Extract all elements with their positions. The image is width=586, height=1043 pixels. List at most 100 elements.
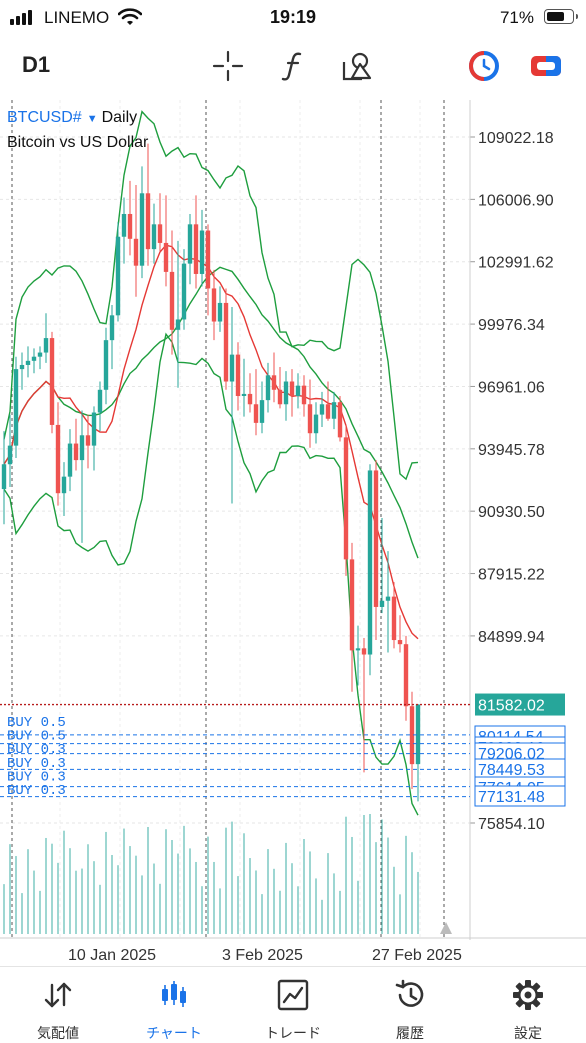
candle-body[interactable] xyxy=(331,402,337,419)
candle-body[interactable] xyxy=(31,356,37,361)
candle-body[interactable] xyxy=(379,600,385,607)
candle-body[interactable] xyxy=(25,360,31,365)
objects-icon[interactable] xyxy=(340,48,376,84)
candle-body[interactable] xyxy=(355,648,361,651)
battery-icon xyxy=(544,9,578,24)
candle-body[interactable] xyxy=(349,559,355,651)
candle-body[interactable] xyxy=(361,648,367,655)
candle-body[interactable] xyxy=(97,389,103,413)
candle-body[interactable] xyxy=(43,338,49,353)
candle-body[interactable] xyxy=(307,404,313,434)
candle-body[interactable] xyxy=(73,443,79,461)
indicators-icon[interactable] xyxy=(275,48,311,84)
candle-body[interactable] xyxy=(121,213,127,237)
chart-canvas[interactable]: 109022.18 106006.90 102991.62 99976.34 96961… xyxy=(0,100,586,966)
symbol-name[interactable]: BTCUSD# xyxy=(7,109,82,126)
candle-body[interactable] xyxy=(37,352,43,357)
timeframe-button[interactable]: D1 xyxy=(22,52,51,77)
candle-body[interactable] xyxy=(175,319,181,330)
candle-body[interactable] xyxy=(415,704,421,765)
candle-body[interactable] xyxy=(169,271,175,330)
tab-settings[interactable]: 設定 xyxy=(473,967,583,1043)
candle-body[interactable] xyxy=(7,445,13,465)
candle-body[interactable] xyxy=(181,263,187,320)
candle-body[interactable] xyxy=(247,393,253,405)
candle-body[interactable] xyxy=(241,393,247,396)
candle-body[interactable] xyxy=(211,288,217,322)
tab-history[interactable]: 履歴 xyxy=(355,967,465,1043)
candle-body[interactable] xyxy=(67,443,73,477)
scroll-end-marker-icon[interactable] xyxy=(440,922,452,934)
tab-chart[interactable]: チャート xyxy=(119,967,229,1043)
candle-body[interactable] xyxy=(163,242,169,272)
candle-body[interactable] xyxy=(79,435,85,461)
candle-body[interactable] xyxy=(223,302,229,382)
candle-body[interactable] xyxy=(109,315,115,341)
middle-band-line xyxy=(3,266,419,559)
candle-body[interactable] xyxy=(397,640,403,645)
candle-body[interactable] xyxy=(259,400,265,423)
candle-body[interactable] xyxy=(157,224,163,243)
candle-body[interactable] xyxy=(49,338,55,425)
candle-body[interactable] xyxy=(325,404,331,419)
status-bar: LINEMO 19:19 71% xyxy=(0,0,586,36)
tab-trade[interactable]: トレード xyxy=(238,967,348,1043)
candle-body[interactable] xyxy=(151,224,157,250)
candle-body[interactable] xyxy=(1,464,7,490)
candle-body[interactable] xyxy=(343,437,349,560)
candle-body[interactable] xyxy=(85,435,91,446)
candle-body[interactable] xyxy=(391,596,397,641)
one-click-trading-icon[interactable] xyxy=(466,48,502,84)
candle-body[interactable] xyxy=(277,389,283,405)
order-label: BUY 0.5 xyxy=(7,715,66,731)
candle-body[interactable] xyxy=(283,381,289,405)
candle-body[interactable] xyxy=(235,354,241,396)
candle-body[interactable] xyxy=(193,224,199,274)
candle-body[interactable] xyxy=(205,230,211,289)
candle-body[interactable] xyxy=(313,414,319,434)
candle-body[interactable] xyxy=(139,193,145,266)
tab-quotes[interactable]: 気配値 xyxy=(3,967,113,1043)
order-price-text: 77131.48 xyxy=(478,789,545,806)
candle-body[interactable] xyxy=(265,375,271,401)
chart-toolbar: D1 xyxy=(0,36,586,96)
candle-body[interactable] xyxy=(403,644,409,707)
price-label: 75854.10 xyxy=(478,816,545,833)
candle-body[interactable] xyxy=(253,404,259,423)
candle-body[interactable] xyxy=(367,470,373,655)
candle-body[interactable] xyxy=(61,476,67,494)
candle-body[interactable] xyxy=(217,302,223,322)
price-chart[interactable]: 109022.18 106006.90 102991.62 99976.34 96961… xyxy=(0,100,586,966)
order-label: BUY 0.3 xyxy=(7,783,66,799)
candle-body[interactable] xyxy=(19,364,25,370)
candle-body[interactable] xyxy=(115,236,121,316)
trade-icon[interactable] xyxy=(528,48,564,84)
candle-body[interactable] xyxy=(289,381,295,396)
candle-body[interactable] xyxy=(373,470,379,607)
order-label: BUY 0.5 xyxy=(7,729,66,745)
candle-body[interactable] xyxy=(55,424,61,494)
candle-body[interactable] xyxy=(409,706,415,765)
candle-body[interactable] xyxy=(103,340,109,390)
candle-body[interactable] xyxy=(133,238,139,266)
candle-body[interactable] xyxy=(295,385,301,396)
order-price-tag[interactable] xyxy=(474,785,566,807)
symbol-dropdown-icon[interactable]: ▼ xyxy=(86,113,98,125)
candle-body[interactable] xyxy=(319,404,325,415)
candle-body[interactable] xyxy=(301,385,307,405)
candle-body[interactable] xyxy=(187,224,193,264)
price-label: 96961.06 xyxy=(478,379,545,396)
history-icon xyxy=(395,979,424,1007)
candle-body[interactable] xyxy=(199,230,205,274)
candle-body[interactable] xyxy=(337,402,343,438)
price-label: 90930.50 xyxy=(478,504,545,521)
candle-body[interactable] xyxy=(145,193,151,250)
candle-body[interactable] xyxy=(13,369,19,446)
candle-body[interactable] xyxy=(127,213,133,239)
candle-body[interactable] xyxy=(271,375,277,390)
crosshair-icon[interactable] xyxy=(210,48,246,84)
order-label: BUY 0.3 xyxy=(7,756,66,772)
candle-body[interactable] xyxy=(91,412,97,446)
candle-body[interactable] xyxy=(385,596,391,601)
candle-body[interactable] xyxy=(229,354,235,382)
